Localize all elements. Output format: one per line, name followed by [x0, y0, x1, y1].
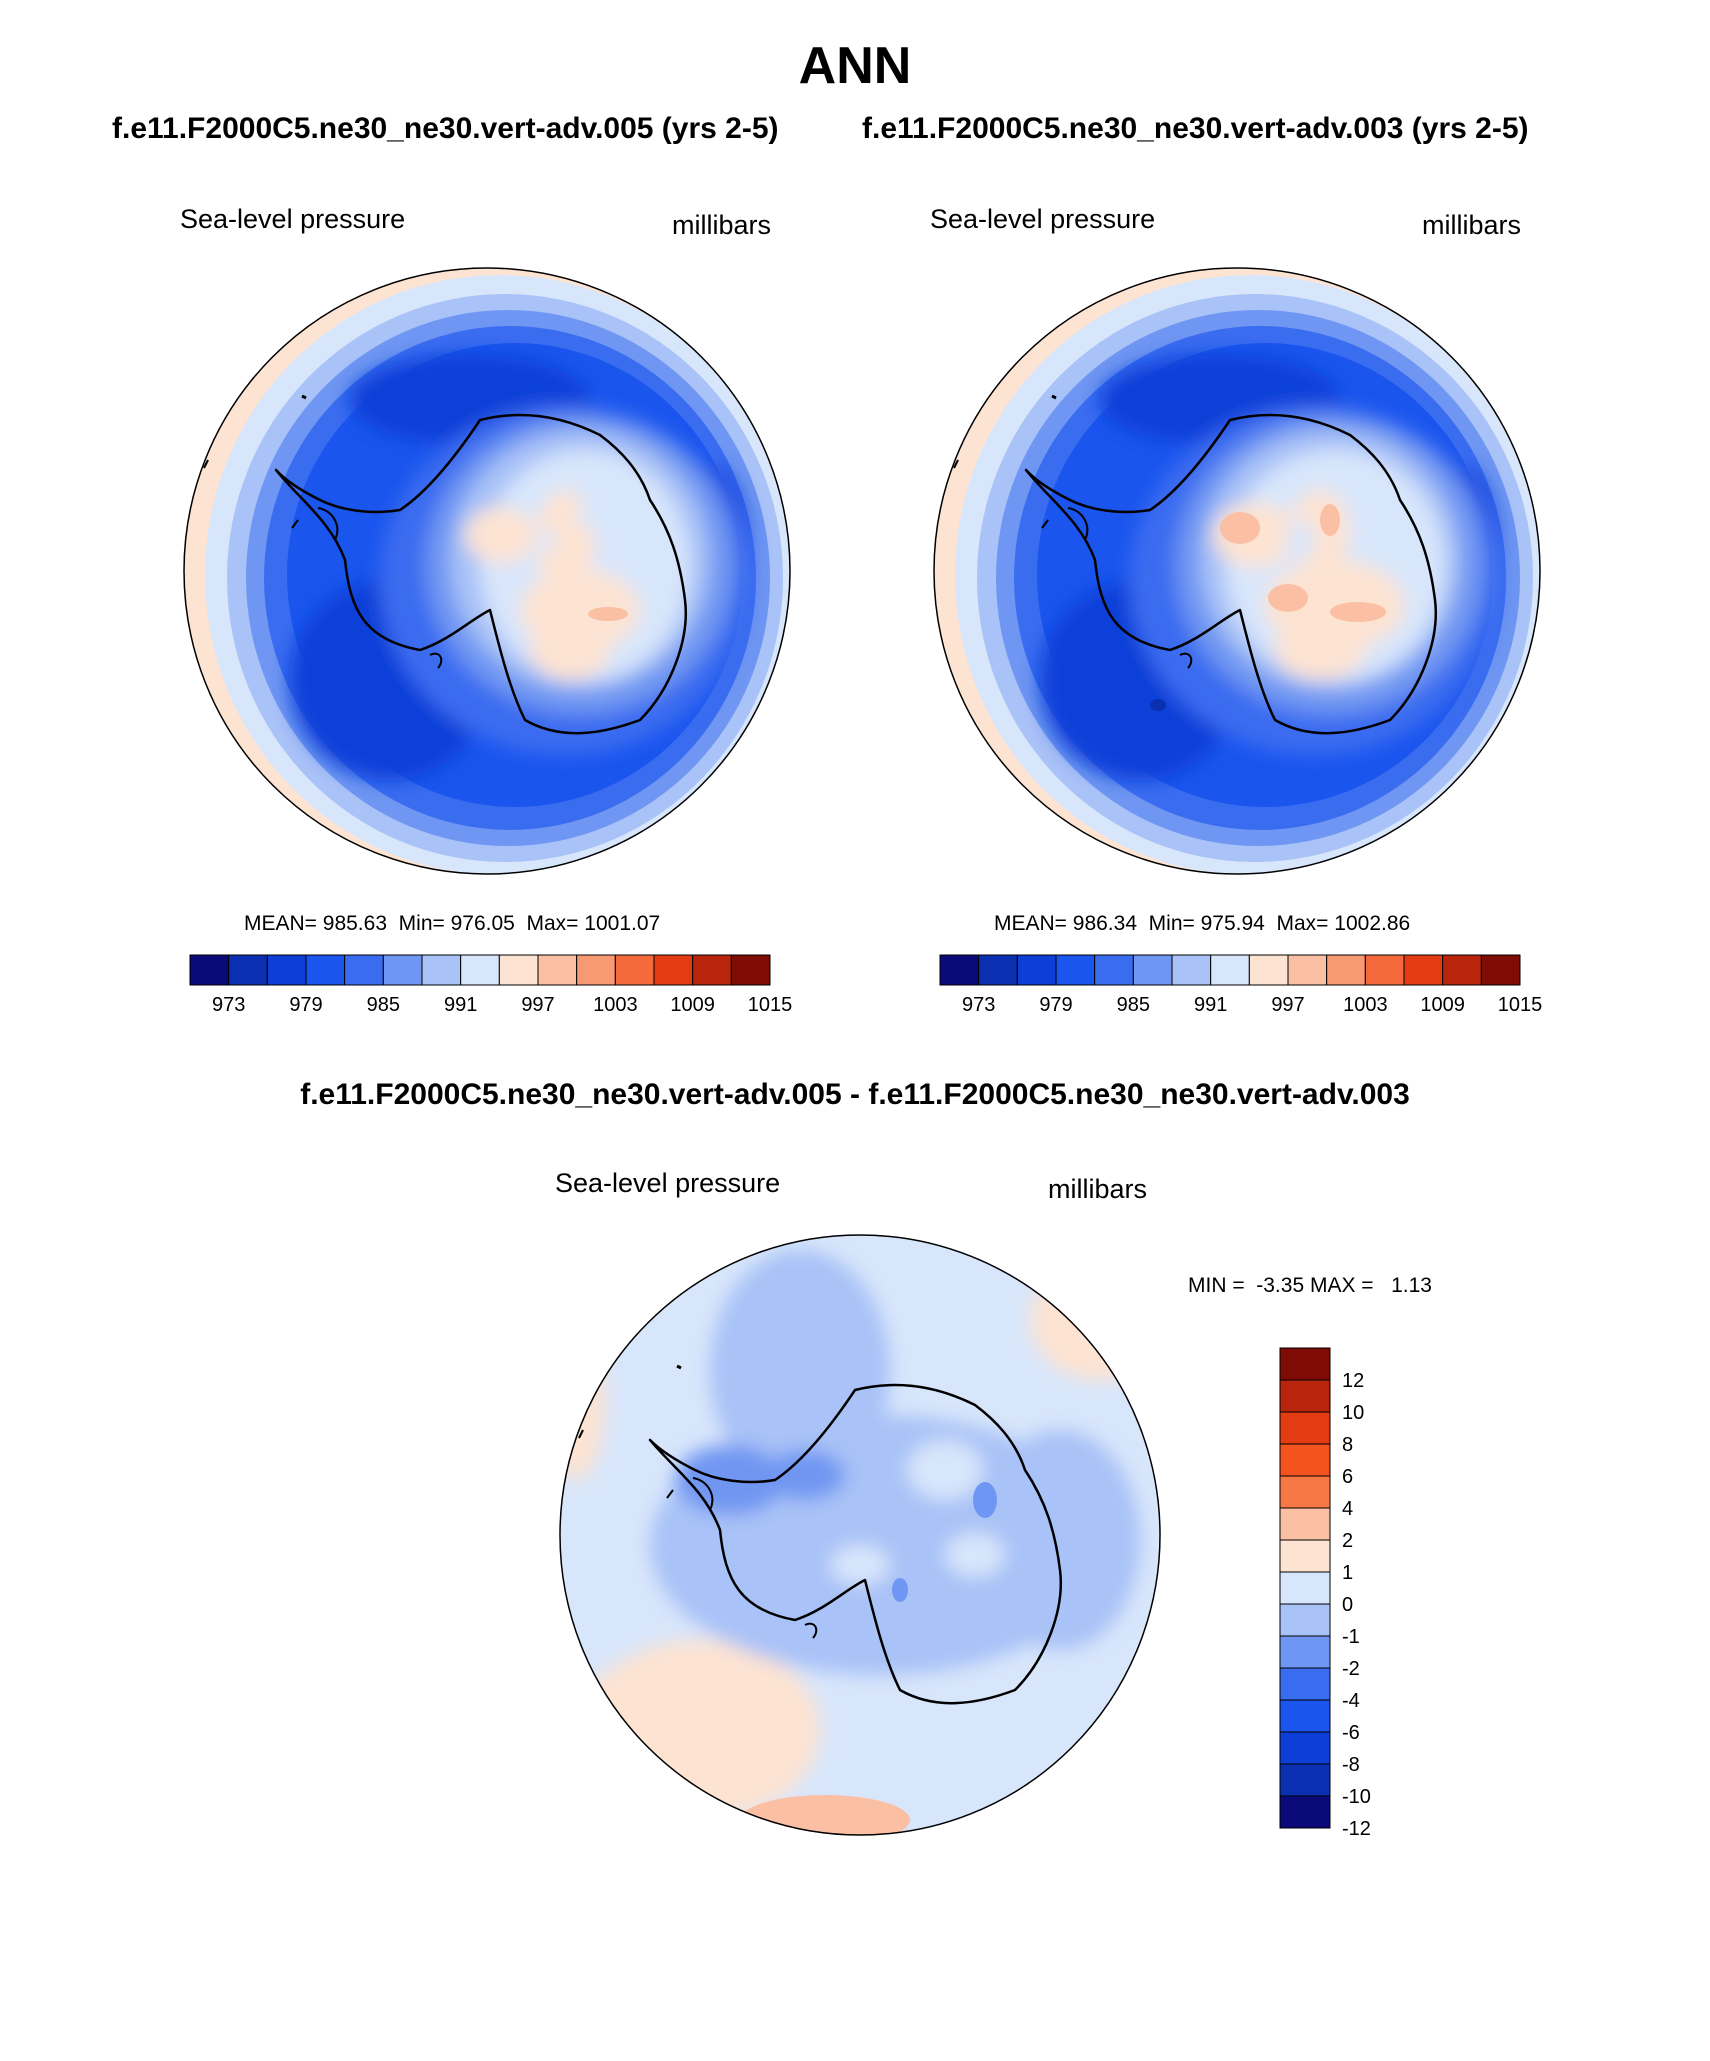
difference-title: f.e11.F2000C5.ne30_ne30.vert-adv.005 - f…	[300, 1078, 1410, 1111]
colorbar-tick-label: 1009	[1420, 994, 1465, 1016]
colorbar-tick-label: 1015	[748, 994, 793, 1016]
colorbar-tick-label: -1	[1342, 1626, 1360, 1648]
colorbar-tick-label: -2	[1342, 1658, 1360, 1680]
colorbar-swatch	[344, 954, 384, 986]
colorbar-tick-label: 1	[1342, 1562, 1353, 1584]
colorbar-swatch	[1279, 1795, 1331, 1829]
colorbar-swatch	[498, 954, 539, 986]
colorbar-swatch	[653, 954, 694, 986]
colorbar-tick-label: -8	[1342, 1754, 1360, 1776]
colorbar-tick-label: 8	[1342, 1434, 1353, 1456]
colorbar-swatch	[1403, 954, 1444, 986]
panel3-field-label: Sea-level pressure	[555, 1168, 781, 1198]
left-case-title: f.e11.F2000C5.ne30_ne30.vert-adv.005 (yr…	[112, 112, 779, 145]
colorbar-swatch	[1171, 954, 1212, 986]
colorbar-tick-label: 973	[212, 994, 245, 1016]
colorbar-swatch	[1279, 1347, 1331, 1381]
colorbar-tick-label: 979	[1039, 994, 1072, 1016]
colorbar-tick-label: 985	[367, 994, 400, 1016]
panel1-field-label: Sea-level pressure	[180, 204, 406, 234]
colorbar-swatch	[1248, 954, 1289, 986]
panel3-stats: MIN = -3.35 MAX = 1.13	[1188, 1274, 1432, 1297]
colorbar-swatch	[1279, 1635, 1331, 1669]
panel2-colorbar: 973 979 985 991 997 1003 1009 1015	[939, 954, 1543, 1016]
colorbar-swatch	[1279, 1539, 1331, 1573]
colorbar-swatch	[1132, 954, 1173, 986]
colorbar-swatch	[1279, 1443, 1331, 1477]
colorbar-tick-label: 12	[1342, 1370, 1364, 1392]
colorbar-tick-label: 2	[1342, 1530, 1353, 1552]
colorbar-swatch	[189, 954, 230, 986]
colorbar-tick-label: 4	[1342, 1498, 1353, 1520]
panel3-units-label: millibars	[1048, 1174, 1148, 1204]
colorbar-swatch	[421, 954, 462, 986]
colorbar-swatch	[1442, 954, 1482, 986]
colorbar-swatch	[1480, 954, 1521, 986]
colorbar-swatch	[305, 954, 346, 986]
colorbar-swatch	[1016, 954, 1057, 986]
colorbar-tick-label: 991	[1194, 994, 1227, 1016]
colorbar-tick-label: 0	[1342, 1594, 1353, 1616]
colorbar-tick-label: -4	[1342, 1690, 1360, 1712]
colorbar-swatch	[1279, 1411, 1331, 1445]
colorbar-swatch	[1055, 954, 1096, 986]
panel1-map	[184, 268, 790, 874]
colorbar-swatch	[576, 954, 616, 986]
colorbar-swatch	[460, 954, 500, 986]
colorbar-swatch	[1279, 1667, 1331, 1701]
colorbar-swatch	[1279, 1731, 1331, 1765]
colorbar-swatch	[266, 954, 307, 986]
panel1-colorbar: 973 979 985 991 997 1003 1009 1015	[189, 954, 793, 1016]
panel1-stats: MEAN= 985.63 Min= 976.05 Max= 1001.07	[244, 912, 661, 935]
colorbar-tick-label: 985	[1117, 994, 1150, 1016]
colorbar-swatch	[537, 954, 578, 986]
panel2-field-label: Sea-level pressure	[930, 204, 1156, 234]
colorbar-swatch	[939, 954, 980, 986]
colorbar-swatch	[228, 954, 268, 986]
colorbar-swatch	[382, 954, 423, 986]
colorbar-swatch	[1094, 954, 1134, 986]
colorbar-swatch	[1326, 954, 1366, 986]
page-title: ANN	[798, 37, 912, 95]
panel2-units-label: millibars	[1422, 210, 1522, 240]
colorbar-swatch	[614, 954, 655, 986]
colorbar-swatch	[1287, 954, 1328, 986]
colorbar-tick-label: 6	[1342, 1466, 1353, 1488]
colorbar-swatch	[1279, 1699, 1331, 1733]
colorbar-tick-label: -6	[1342, 1722, 1360, 1744]
colorbar-swatch	[692, 954, 732, 986]
colorbar-swatch	[1279, 1507, 1331, 1541]
colorbar-tick-label: 1003	[593, 994, 638, 1016]
panel2-stats: MEAN= 986.34 Min= 975.94 Max= 1002.86	[994, 912, 1411, 935]
colorbar-tick-label: 997	[1271, 994, 1304, 1016]
colorbar-swatch	[1279, 1571, 1331, 1605]
colorbar-swatch	[1364, 954, 1405, 986]
colorbar-swatch	[1210, 954, 1250, 986]
colorbar-swatch	[978, 954, 1018, 986]
panel1-units-label: millibars	[672, 210, 772, 240]
colorbar-tick-label: 1009	[670, 994, 715, 1016]
colorbar-tick-label: 973	[962, 994, 995, 1016]
colorbar-swatch	[1279, 1475, 1331, 1509]
colorbar-tick-label: -10	[1342, 1786, 1371, 1808]
colorbar-tick-label: 979	[289, 994, 322, 1016]
panel2-map	[934, 268, 1540, 874]
colorbar-tick-label: 997	[521, 994, 554, 1016]
colorbar-tick-label: 991	[444, 994, 477, 1016]
colorbar-tick-label: -12	[1342, 1818, 1371, 1840]
colorbar-tick-label: 1015	[1498, 994, 1543, 1016]
colorbar-swatch	[1279, 1763, 1331, 1797]
panel3-map	[560, 1235, 1160, 1835]
colorbar-swatch	[1279, 1379, 1331, 1413]
right-case-title: f.e11.F2000C5.ne30_ne30.vert-adv.003 (yr…	[862, 112, 1529, 145]
colorbar-swatch	[1279, 1603, 1331, 1637]
colorbar-tick-label: 1003	[1343, 994, 1388, 1016]
colorbar-swatch	[730, 954, 771, 986]
colorbar-tick-label: 10	[1342, 1402, 1364, 1424]
